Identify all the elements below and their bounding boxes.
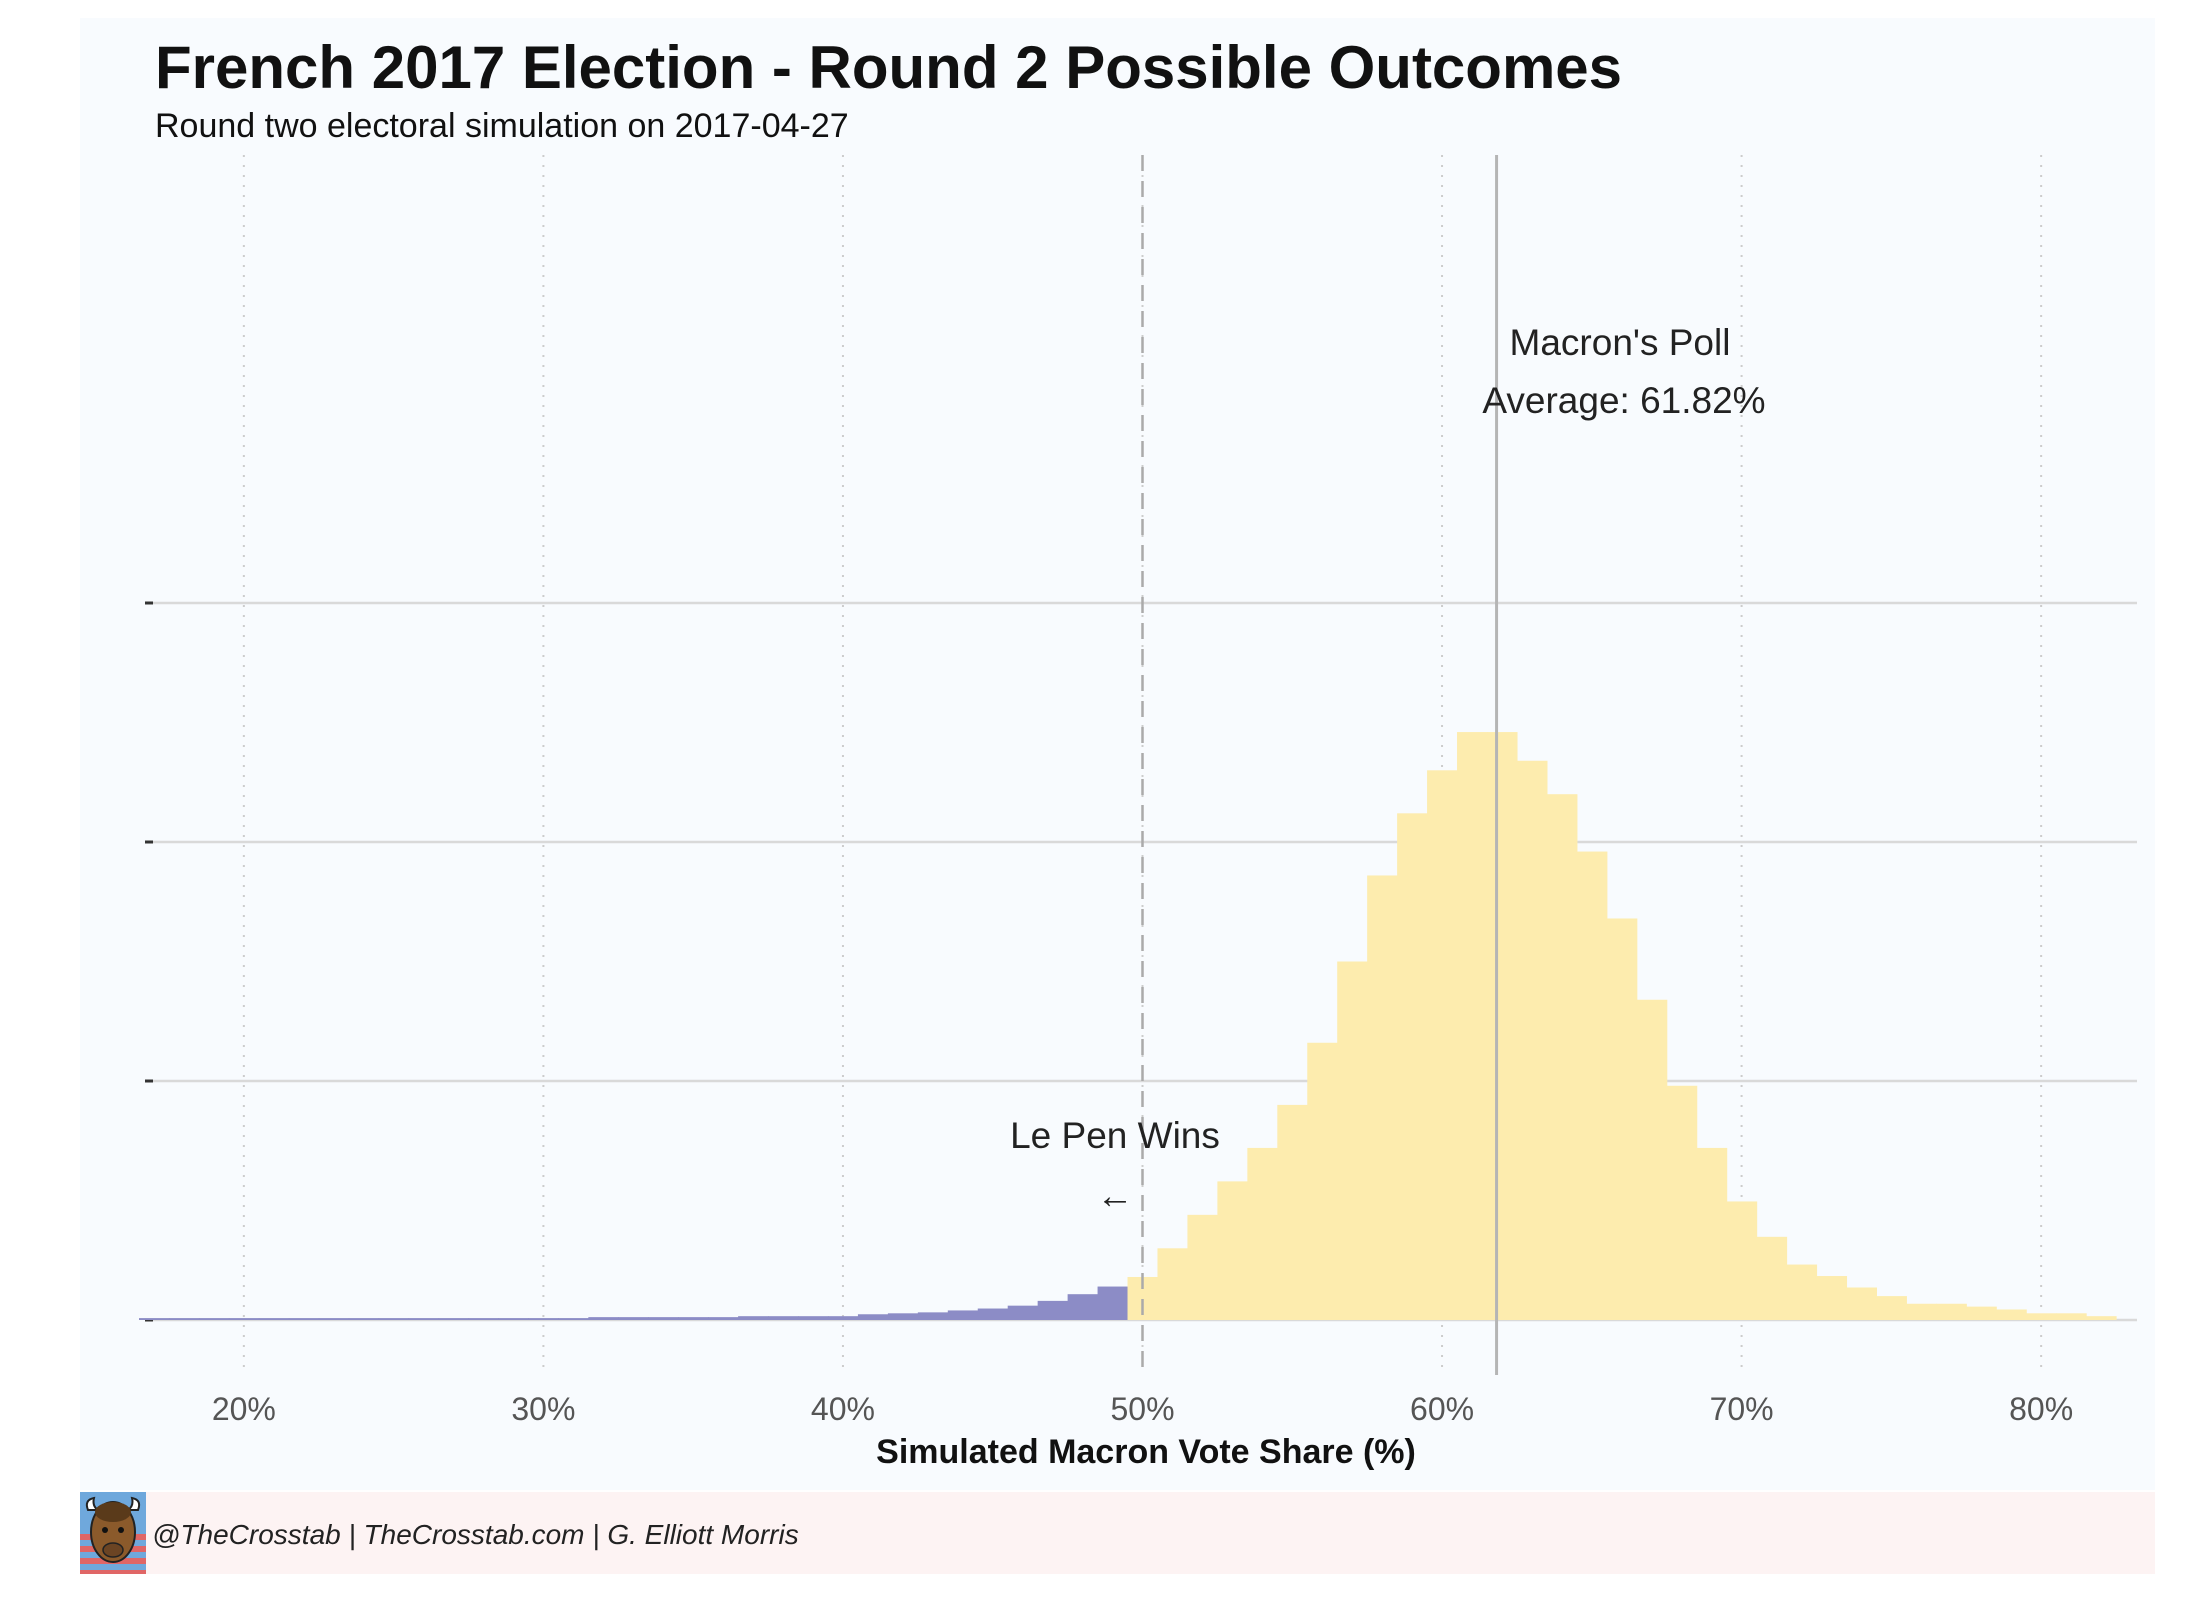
- lepen-wins-label: Le Pen Wins: [1010, 1115, 1220, 1156]
- x-tick-label: 70%: [1710, 1391, 1774, 1427]
- histogram-bar: [1097, 1286, 1129, 1320]
- histogram-bar: [947, 1310, 979, 1320]
- histogram-bar: [139, 1318, 170, 1320]
- histogram-bar: [408, 1318, 440, 1320]
- histogram-bar: [1666, 1085, 1698, 1320]
- histogram-bar: [1337, 961, 1368, 1320]
- histogram-bar: [678, 1317, 709, 1320]
- histogram-bar: [1786, 1264, 1818, 1320]
- histogram-bar: [1606, 918, 1638, 1320]
- histogram-bar: [768, 1316, 799, 1320]
- histogram-bar: [1756, 1236, 1788, 1320]
- histogram-bar: [2026, 1313, 2057, 1320]
- histogram-bar: [1696, 1147, 1728, 1320]
- histogram-bar: [648, 1317, 679, 1320]
- histogram-bar: [2086, 1316, 2117, 1320]
- histogram-bar: [318, 1318, 350, 1320]
- histogram-bar: [438, 1318, 470, 1320]
- histogram-bar: [977, 1308, 1009, 1320]
- reference-lines: [1141, 155, 1499, 1375]
- histogram-bar: [1576, 851, 1608, 1320]
- histogram-bar: [738, 1316, 769, 1320]
- histogram-bar: [258, 1318, 290, 1320]
- histogram-bar: [857, 1314, 889, 1320]
- histogram-bar: [1067, 1294, 1099, 1320]
- histogram-bar: [917, 1312, 949, 1320]
- chart-title: French 2017 Election - Round 2 Possible …: [155, 34, 1622, 101]
- histogram-bar: [1277, 1104, 1308, 1320]
- chart-panel: [80, 18, 2155, 1490]
- histogram-bar: [618, 1317, 649, 1320]
- x-tick-labels: 20% 30% 40% 50% 60% 70% 80%: [212, 1391, 2073, 1427]
- histogram-bar: [1007, 1305, 1039, 1320]
- poll-average-label-line1: Macron's Poll: [1510, 322, 1731, 363]
- histogram-bar: [1457, 732, 1488, 1320]
- histogram-bar: [1427, 770, 1458, 1320]
- histogram-bar: [1936, 1303, 1967, 1320]
- poll-average-label-line2: Average: 61.82%: [1482, 380, 1765, 421]
- x-tick-label: 80%: [2009, 1391, 2073, 1427]
- x-tick-label: 20%: [212, 1391, 276, 1427]
- histogram-bar: [1516, 760, 1548, 1320]
- x-tick-label: 30%: [511, 1391, 575, 1427]
- histogram-bar: [1906, 1303, 1937, 1320]
- histogram-bar: [588, 1317, 619, 1320]
- histogram-bar: [798, 1316, 829, 1320]
- x-tick-label: 40%: [811, 1391, 875, 1427]
- histogram-bar: [198, 1318, 230, 1320]
- histogram-bar: [1966, 1306, 1997, 1320]
- histogram-bar: [558, 1318, 589, 1320]
- histogram-bar: [378, 1318, 410, 1320]
- histogram-bar: [468, 1318, 500, 1320]
- footer-credit: @TheCrosstab | TheCrosstab.com | G. Elli…: [152, 1519, 799, 1550]
- histogram-bar: [1876, 1296, 1907, 1320]
- histogram-bar: [228, 1318, 260, 1320]
- bison-logo-icon: [80, 1492, 146, 1574]
- histogram-bar: [1636, 999, 1668, 1320]
- x-axis-title: Simulated Macron Vote Share (%): [876, 1433, 1416, 1471]
- histogram-bar: [1037, 1300, 1069, 1320]
- histogram-bar: [1187, 1214, 1218, 1320]
- histogram-bar: [708, 1317, 739, 1320]
- left-arrow-icon: ←: [1097, 1175, 1134, 1216]
- histogram-bar: [1397, 813, 1428, 1320]
- histogram-bar: [288, 1318, 320, 1320]
- histogram-bar: [1486, 732, 1518, 1320]
- chart-subtitle: Round two electoral simulation on 2017-0…: [155, 107, 849, 145]
- x-tick-label: 50%: [1110, 1391, 1174, 1427]
- histogram-bar: [1217, 1181, 1248, 1320]
- histogram-bar: [827, 1316, 859, 1320]
- histogram-bar: [1726, 1201, 1758, 1320]
- bars-layer: [139, 732, 2117, 1320]
- histogram-bar: [1996, 1309, 2027, 1320]
- footer-band: [80, 1492, 2155, 1574]
- histogram-bar: [887, 1313, 919, 1320]
- histogram-bar: [1157, 1248, 1189, 1320]
- histogram-bar: [1367, 875, 1398, 1320]
- histogram-bar: [1307, 1042, 1338, 1320]
- histogram-bar: [348, 1318, 380, 1320]
- histogram-bar: [1546, 794, 1578, 1320]
- histogram-bar: [1247, 1147, 1278, 1320]
- histogram-bar: [498, 1318, 530, 1320]
- x-tick-label: 60%: [1410, 1391, 1474, 1427]
- histogram-bar: [1816, 1276, 1848, 1320]
- histogram-bar: [528, 1318, 559, 1320]
- histogram-bar: [2056, 1313, 2087, 1320]
- histogram-bar: [168, 1318, 200, 1320]
- histogram-bar: [1846, 1287, 1877, 1320]
